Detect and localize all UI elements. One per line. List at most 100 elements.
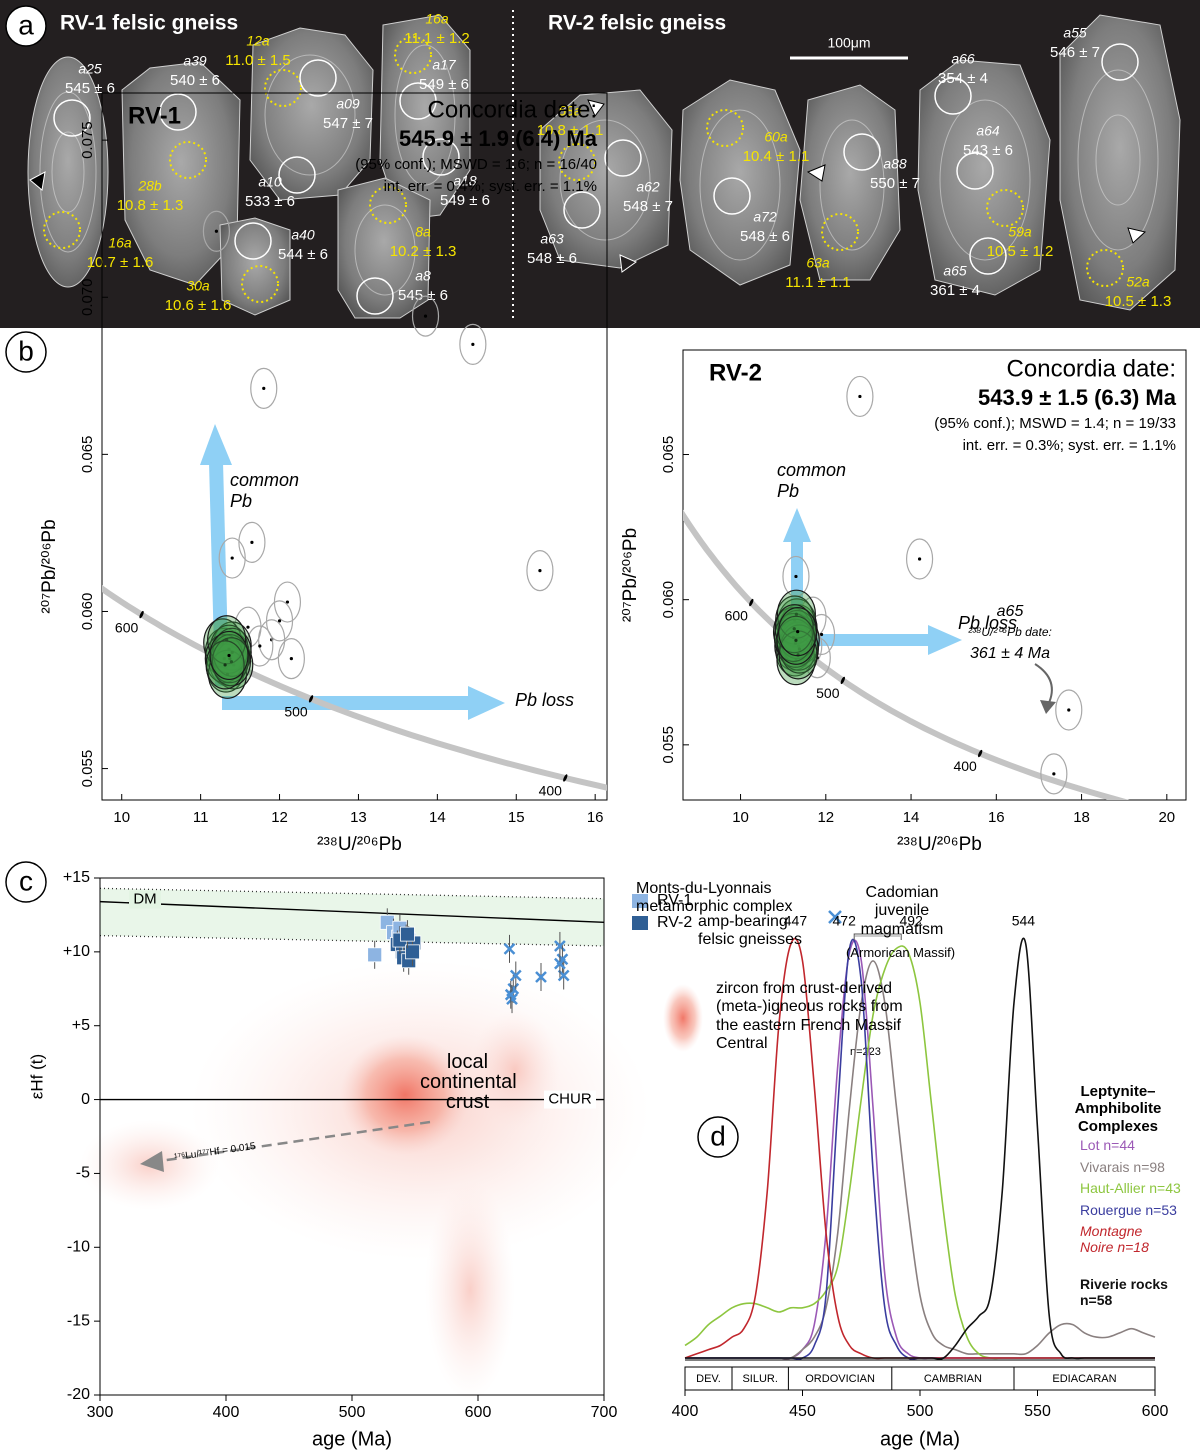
x-tick-label: 13 — [350, 809, 367, 826]
density-curve — [685, 937, 1155, 1360]
point — [793, 641, 798, 645]
plot: 10 11 12 13 14 15 16 0.055 0.060 0.065 0.070 0.075 ²… — [39, 92, 608, 855]
spot — [1086, 249, 1124, 287]
point — [538, 569, 542, 573]
spot-name: a62 — [636, 179, 660, 195]
sample-title: RV-1 — [128, 102, 181, 129]
spot-date: 10.7 ± 1.6 — [87, 254, 154, 271]
legend-label: Haut-Allier n=43 — [1080, 1180, 1181, 1196]
age-mark — [749, 598, 754, 607]
x-tick-label: 500 — [339, 1404, 366, 1421]
x-tick-label: 10 — [113, 809, 130, 826]
point — [250, 540, 254, 544]
spot-date: 548 ± 7 — [623, 198, 673, 215]
panel-title: RV-2 felsic gneiss — [548, 12, 726, 35]
age-label: 600 — [725, 607, 749, 623]
x-tick-label: 300 — [87, 1404, 114, 1421]
peak-label: 472 — [833, 913, 857, 929]
spot-date: 10.8 ± 1.1 — [537, 122, 604, 139]
error-ellipse — [250, 367, 278, 409]
point — [222, 650, 226, 654]
spot-date: 10.4 ± 1.1 — [743, 148, 810, 165]
x-tick-label: 600 — [1142, 1403, 1169, 1420]
spot-date: 547 ± 7 — [323, 115, 373, 132]
legend-label: RV-1 — [657, 892, 692, 909]
period-label: DEV. — [696, 1373, 721, 1385]
date-errors: int. err. = 0.3%; syst. err. = 1.1% — [963, 437, 1176, 454]
concordia-curve — [683, 509, 1130, 800]
legend-label: Riverie rocks n=58 — [1080, 1276, 1168, 1309]
spot-date: 549 ± 6 — [419, 76, 469, 93]
density-legend: zircon from crust-derived (meta-)igneous… — [716, 980, 903, 1053]
x-tick-label: 14 — [429, 809, 446, 826]
x-tick-label: 400 — [672, 1403, 699, 1420]
y-axis-label: ²⁰⁷Pb/²⁰⁶Pb — [620, 528, 641, 622]
panel-badge — [5, 861, 47, 903]
spot — [159, 93, 197, 131]
date-stats: (95% conf.); MSWD = 1.4; n = 19/33 — [934, 415, 1176, 432]
spot-name: a72 — [753, 209, 777, 225]
spot — [843, 133, 881, 171]
cross-marker — [504, 988, 517, 1001]
legend-label: Lot n=44 — [1080, 1137, 1135, 1153]
point — [797, 647, 801, 651]
legend-label: Rouergue n=53 — [1080, 1202, 1177, 1218]
spot-name: a64 — [976, 123, 1000, 139]
cross-marker — [503, 943, 516, 955]
x-tick-label: 18 — [1073, 809, 1090, 826]
y-tick-label: 0.060 — [79, 593, 96, 631]
spot-date: 544 ± 6 — [278, 246, 328, 263]
arrow-label: common Pb — [777, 460, 847, 501]
spot — [234, 222, 272, 260]
spot-name: a66 — [951, 51, 975, 67]
y-tick-label: 0.070 — [79, 278, 96, 316]
point — [1067, 708, 1071, 712]
cross-marker — [554, 957, 566, 970]
spot — [934, 77, 972, 115]
point — [230, 650, 234, 654]
spot — [43, 211, 81, 249]
zoning — [39, 44, 1159, 296]
spot — [986, 189, 1024, 227]
x-tick-label: 500 — [907, 1403, 934, 1420]
point — [796, 630, 800, 634]
x-tick-label: 400 — [213, 1404, 240, 1421]
error-ellipse — [1055, 689, 1083, 731]
spot — [558, 143, 596, 181]
markers — [29, 99, 1147, 273]
error-ellipse — [846, 375, 874, 418]
point — [423, 314, 428, 318]
panel-badge — [697, 1116, 739, 1158]
y-tick-label: 0.075 — [79, 121, 96, 159]
panel-title: RV-1 felsic gneiss — [60, 12, 238, 35]
arrow-label: Pb loss — [958, 613, 1018, 633]
spot-name: 63a — [806, 255, 830, 271]
point — [795, 632, 799, 637]
isotope-arrow — [140, 1120, 431, 1172]
cross-marker — [554, 940, 566, 952]
y-tick-label: +10 — [63, 943, 90, 960]
panel-label: b — [18, 335, 34, 366]
point — [917, 557, 922, 561]
spot-name: a09 — [336, 96, 360, 112]
age-label: 500 — [816, 685, 840, 701]
reference-line — [99, 900, 605, 924]
spot-name: a40 — [291, 227, 315, 243]
legend-title: Leptynite–Amphibolite Complexes — [1074, 1083, 1162, 1135]
concordia-curve — [102, 585, 607, 791]
spot — [422, 138, 460, 176]
y-tick-label: -5 — [76, 1165, 90, 1182]
arrow-label: Pb loss — [515, 690, 575, 710]
error-ellipse — [202, 210, 231, 252]
x-axis-label: age (Ma) — [312, 1428, 392, 1450]
spot-name: a65 — [943, 263, 967, 279]
scale-label: 100μm — [827, 35, 870, 51]
period-label: EDIACARAN — [1052, 1373, 1116, 1385]
spot — [299, 59, 337, 97]
point — [229, 660, 234, 664]
spot-date: 11.0 ± 1.5 — [225, 52, 291, 69]
reference-label: CHUR — [548, 1091, 591, 1108]
plot-frame — [101, 92, 608, 801]
point — [232, 663, 236, 667]
x-tick-label: 450 — [789, 1403, 816, 1420]
